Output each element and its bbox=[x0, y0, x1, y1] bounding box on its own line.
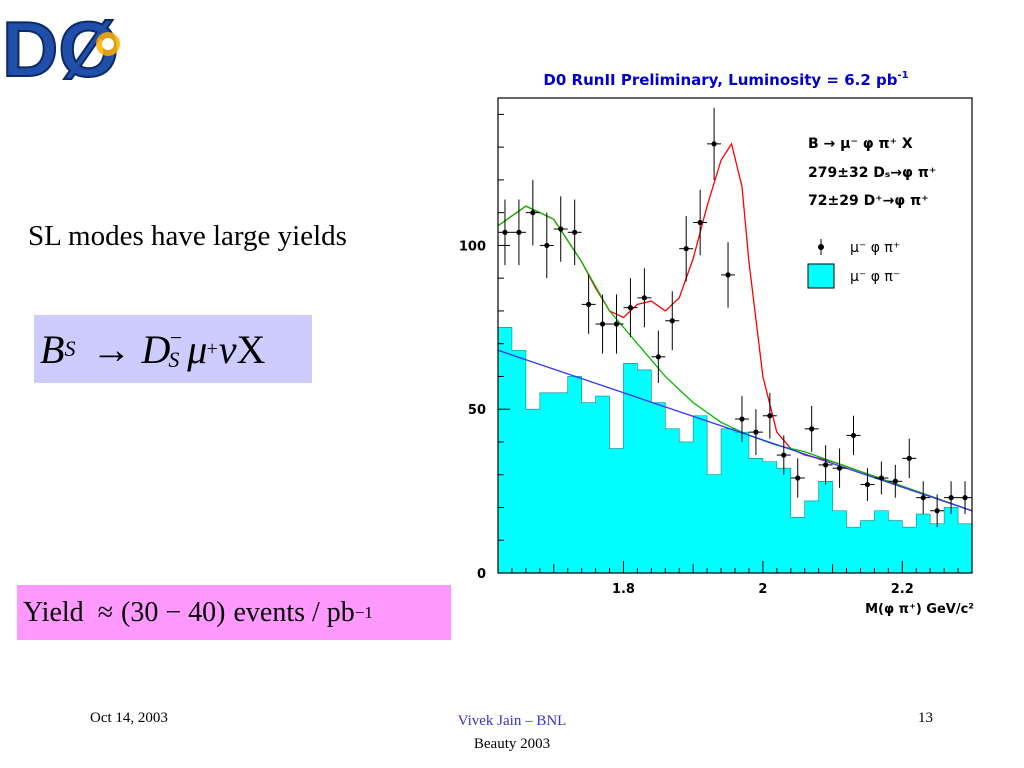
data-point bbox=[781, 452, 787, 458]
data-point bbox=[655, 354, 661, 360]
formula-mu: μ bbox=[187, 326, 208, 372]
data-point bbox=[864, 481, 871, 488]
data-point bbox=[962, 495, 968, 501]
formula-arrow: → bbox=[91, 326, 132, 372]
yield-approx: ≈ bbox=[97, 596, 114, 628]
yield-range: (30 − 40) bbox=[121, 596, 226, 628]
data-point bbox=[948, 495, 954, 501]
legend-label-1: μ⁻ φ π⁺ bbox=[850, 240, 900, 256]
data-point bbox=[795, 475, 801, 481]
data-point bbox=[669, 318, 675, 324]
data-point bbox=[627, 305, 634, 311]
formula-d-sup: − bbox=[168, 325, 184, 350]
y-tick-label: 50 bbox=[468, 403, 486, 418]
formula-mu-sup: + bbox=[205, 337, 219, 360]
y-tick-label: 100 bbox=[459, 239, 486, 254]
legend-box-marker bbox=[807, 263, 835, 289]
fit-line-3 bbox=[497, 349, 973, 512]
chart-title: D0 RunII Preliminary, Luminosity = 6.2 p… bbox=[543, 70, 908, 89]
yield-box: Yield ≈ (30 − 40) events / pb −1 bbox=[17, 585, 451, 640]
footer-event: Beauty 2003 bbox=[473, 736, 551, 752]
data-point bbox=[809, 426, 815, 432]
x-tick-label: 1.8 bbox=[612, 582, 635, 597]
data-point bbox=[558, 226, 564, 232]
legend-label-2: μ⁻ φ π⁻ bbox=[850, 269, 900, 285]
d0-logo: DØ bbox=[1, 4, 120, 88]
data-point bbox=[530, 210, 536, 216]
data-point bbox=[878, 475, 884, 481]
mass-spectrum-chart: D0 RunII Preliminary, Luminosity = 6.2 p… bbox=[459, 70, 974, 617]
data-point bbox=[823, 462, 829, 468]
formula-nu: ν bbox=[218, 326, 237, 372]
data-point bbox=[920, 495, 926, 501]
fit-line-2 bbox=[497, 205, 973, 512]
data-point bbox=[892, 478, 898, 484]
data-point bbox=[586, 301, 592, 307]
data-point bbox=[850, 432, 857, 439]
yield-label: Yield bbox=[23, 596, 84, 628]
legend-point-marker bbox=[818, 244, 824, 250]
data-point bbox=[599, 321, 606, 327]
annotation-ds-yield: 279±32 Dₛ→φ π⁺ bbox=[808, 165, 936, 181]
data-point bbox=[502, 229, 508, 235]
yield-unit-sup: −1 bbox=[354, 602, 373, 622]
data-point bbox=[753, 429, 759, 435]
data-point bbox=[739, 416, 745, 422]
logo-star-core bbox=[102, 38, 114, 50]
x-tick-label: 2.2 bbox=[891, 582, 914, 597]
formula-x: X bbox=[236, 326, 266, 372]
data-point bbox=[613, 321, 620, 327]
formula-b: B bbox=[40, 326, 65, 372]
formula-d-sub: S bbox=[168, 347, 180, 372]
slide-text-yields: SL modes have large yields bbox=[28, 220, 347, 252]
yield-unit: events / pb bbox=[233, 596, 355, 628]
data-point bbox=[836, 465, 843, 471]
data-point bbox=[697, 219, 703, 226]
data-point bbox=[934, 508, 940, 514]
annotation-reaction: B → μ⁻ φ π⁺ X bbox=[808, 136, 913, 152]
x-tick-label: 2 bbox=[758, 582, 767, 597]
histogram-mu-phi-pi-minus bbox=[497, 327, 973, 574]
data-point bbox=[906, 455, 912, 461]
footer-date: Oct 14, 2003 bbox=[90, 710, 168, 726]
data-point bbox=[641, 295, 647, 301]
footer-author: Vivek Jain – BNL bbox=[457, 713, 567, 729]
footer-page-number: 13 bbox=[918, 710, 933, 726]
annotation-dplus-yield: 72±29 D⁺→φ π⁺ bbox=[808, 193, 929, 209]
formula-d-scripts: − S bbox=[168, 327, 183, 371]
data-point bbox=[544, 242, 550, 249]
data-point bbox=[711, 141, 717, 147]
data-point bbox=[767, 413, 773, 419]
formula-d: D bbox=[141, 326, 171, 372]
footer-center: Vivek Jain – BNL Beauty 2003 bbox=[412, 710, 612, 756]
y-tick-label: 0 bbox=[477, 567, 486, 582]
x-axis-label: M(φ π⁺) GeV/c² bbox=[865, 602, 974, 617]
data-point bbox=[516, 229, 522, 235]
data-point bbox=[725, 272, 731, 278]
data-point bbox=[572, 229, 578, 235]
data-point bbox=[683, 246, 689, 252]
formula-b-sub: S bbox=[64, 336, 76, 361]
